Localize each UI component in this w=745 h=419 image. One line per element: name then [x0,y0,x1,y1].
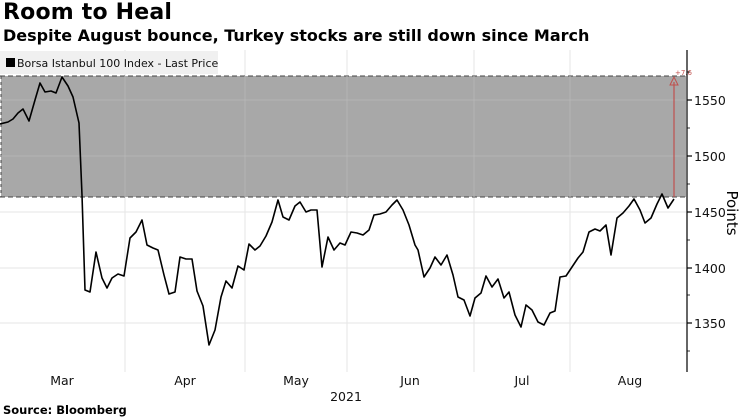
annotation-label: +7.6 [675,69,693,77]
source-note: Source: Bloomberg [3,403,127,417]
x-tick-apr: Apr [174,373,196,388]
y-tick-1450: 1450 [694,205,726,220]
arrow-up-icon [669,75,679,86]
x-tick-jul: Jul [513,373,529,388]
x-tick-aug: Aug [618,373,642,388]
legend-swatch [6,58,15,67]
x-tick-mar: Mar [50,373,74,388]
chart-subtitle: Despite August bounce, Turkey stocks are… [3,26,590,45]
x-tick-may: May [283,373,309,388]
x-tick-jun: Jun [399,373,420,388]
y-tick-1500: 1500 [694,149,726,164]
legend-label: Borsa Istanbul 100 Index - Last Price [17,57,218,70]
chart-title: Room to Heal [3,0,173,25]
y-axis: 1550 1500 1450 1400 1350 Points [686,50,741,372]
y-tick-1400: 1400 [694,261,726,276]
legend: Borsa Istanbul 100 Index - Last Price [0,51,218,74]
y-tick-1350: 1350 [694,316,726,331]
price-line [0,76,675,346]
y-tick-1550: 1550 [694,93,726,108]
y-axis-title: Points [723,190,741,235]
x-axis-year: 2021 [330,389,362,404]
change-annotation: +7.6 [669,69,693,197]
x-axis: Mar Apr May Jun Jul Aug 2021 [50,373,642,404]
shaded-range-band [1,76,686,197]
band-gridlines [0,76,686,197]
